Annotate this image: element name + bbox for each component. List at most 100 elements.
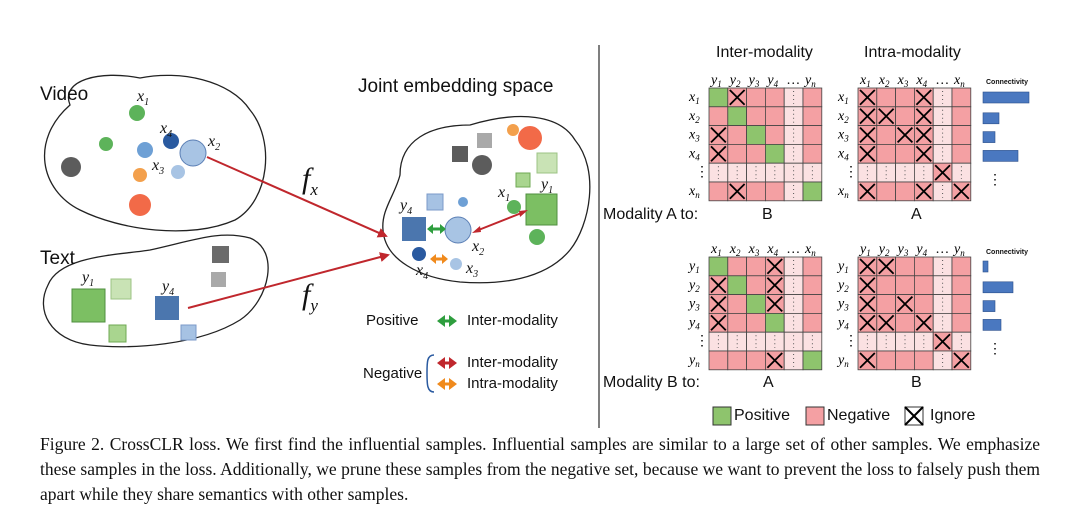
video-point-green [129, 105, 145, 121]
matrix-cell [783, 331, 804, 352]
matrix-cell [951, 294, 972, 314]
matrix-cell [746, 143, 766, 164]
matrix-cell [783, 181, 804, 202]
matrix-cell [727, 143, 747, 164]
matrix-cell [802, 162, 823, 183]
matrix-cell [932, 350, 953, 371]
connectivity-bar [982, 91, 1030, 104]
matrix-col-label: y2 [728, 73, 741, 89]
ignore-mark [766, 258, 783, 275]
matrix-cell [914, 256, 934, 277]
video-label: Video [40, 84, 89, 105]
ignore-mark [915, 126, 932, 144]
legend-positive: Positive [734, 407, 791, 424]
ignore-mark [859, 108, 876, 125]
matrix-cell [727, 294, 747, 314]
matrix-cell [783, 106, 804, 127]
similarity-matrix: x1 x2 x3 x4 … xn x1 x2 x3 x4 ⋮ xn [837, 73, 972, 202]
matrix-row-label: x2 [837, 109, 849, 125]
matrix-cell [783, 294, 804, 314]
matrix-row-label: x4 [688, 146, 700, 162]
ignore-mark [729, 89, 746, 106]
point-label: y1 [82, 269, 95, 290]
matrix-row-label: xn [837, 184, 849, 200]
figure: y1 y2 y3 y4… yn x1 x2 x3 x4 ⋮ xn x1 x2 x3 x4… xn x1 x2 x3 x… [40, 44, 1030, 428]
matrix-cell [895, 312, 915, 333]
matrix-col-label: x2 [878, 73, 890, 89]
ignore-mark [878, 314, 895, 331]
matrix-cell [727, 331, 747, 352]
matrix-cell [765, 125, 785, 145]
ignore-mark [859, 314, 876, 331]
matrix-cell [951, 275, 972, 295]
sub-label-b: B [762, 206, 773, 223]
matrix-col-label: … [786, 242, 800, 257]
matrix-row-label: y2 [687, 278, 700, 294]
matrix-cell [708, 87, 729, 108]
matrix-row-label: x2 [688, 109, 700, 125]
matrix-cell [914, 162, 934, 183]
matrix-cell [708, 106, 729, 127]
inter-modality-title: Inter-modality [716, 44, 813, 61]
legend-positive-label: Positive [366, 312, 419, 329]
connectivity-bar [982, 112, 1000, 125]
point-label: x4 [416, 262, 429, 283]
matrix-cell [951, 331, 972, 352]
matrix-cell [765, 143, 785, 164]
figure-caption: Figure 2. CrossCLR loss. We first find t… [40, 434, 1040, 504]
matrix-cell [932, 181, 953, 202]
matrix-row-label: yn [687, 353, 700, 369]
matrix-cell [802, 312, 823, 333]
matrix-col-label: y3 [747, 73, 760, 89]
matrix-cell [765, 331, 785, 352]
matrix-row-label: yn [836, 353, 849, 369]
matrix-cell [951, 125, 972, 145]
connectivity-bar [982, 150, 1019, 162]
matrix-col-label: y3 [896, 242, 909, 258]
sub-label-a: A [911, 206, 922, 223]
matrix-cell [765, 106, 785, 127]
point-label: x2 [472, 238, 485, 259]
matrix-cell [802, 87, 823, 108]
modality-b-label: Modality B to: [603, 374, 700, 391]
matrix-cell [746, 350, 766, 371]
matrix-cell [727, 312, 747, 333]
ignore-mark [915, 89, 932, 106]
matrix-cell [765, 181, 785, 202]
ignore-mark [766, 295, 783, 313]
matrix-cell [895, 275, 915, 295]
matrix-col-label: xn [804, 242, 816, 258]
matrix-cell [727, 256, 747, 277]
ignore-mark [859, 145, 876, 162]
matrix-row-label: y1 [836, 259, 849, 275]
matrix-cell [951, 162, 972, 183]
intra-modality-title: Intra-modality [864, 44, 961, 61]
matrix-cell [802, 350, 823, 371]
connectivity-bar [982, 260, 989, 273]
matrix-cell [746, 106, 766, 127]
matrix-row-label: y1 [687, 259, 700, 275]
matrix-cell [727, 125, 747, 145]
matrix-cell [746, 331, 766, 352]
matrix-row-label: x3 [688, 128, 700, 144]
matrix-cell [783, 143, 804, 164]
point-label: x1 [498, 184, 511, 205]
matrix-cell [746, 87, 766, 108]
matrix-cell [876, 275, 896, 295]
matrix-cell [708, 350, 729, 371]
matrix-cell [746, 256, 766, 277]
connectivity-label-top: Connectivity [986, 79, 1029, 86]
matrix-row-label: y4 [836, 315, 849, 331]
matrix-cell [951, 256, 972, 277]
legend-neg-inter-label: Inter-modality [467, 354, 558, 371]
matrix-col-label: x2 [729, 242, 741, 258]
matrix-cell [876, 294, 896, 314]
matrix-cell [932, 294, 953, 314]
matrix-col-label: y2 [877, 242, 890, 258]
matrix-cell [876, 162, 896, 183]
ignore-mark [859, 89, 876, 106]
matrix-cell [765, 162, 785, 183]
matrix-cell [932, 256, 953, 277]
similarity-matrix: x1 x2 x3 x4 … xn y1 y2 y3 y4 ⋮ yn [687, 242, 823, 371]
